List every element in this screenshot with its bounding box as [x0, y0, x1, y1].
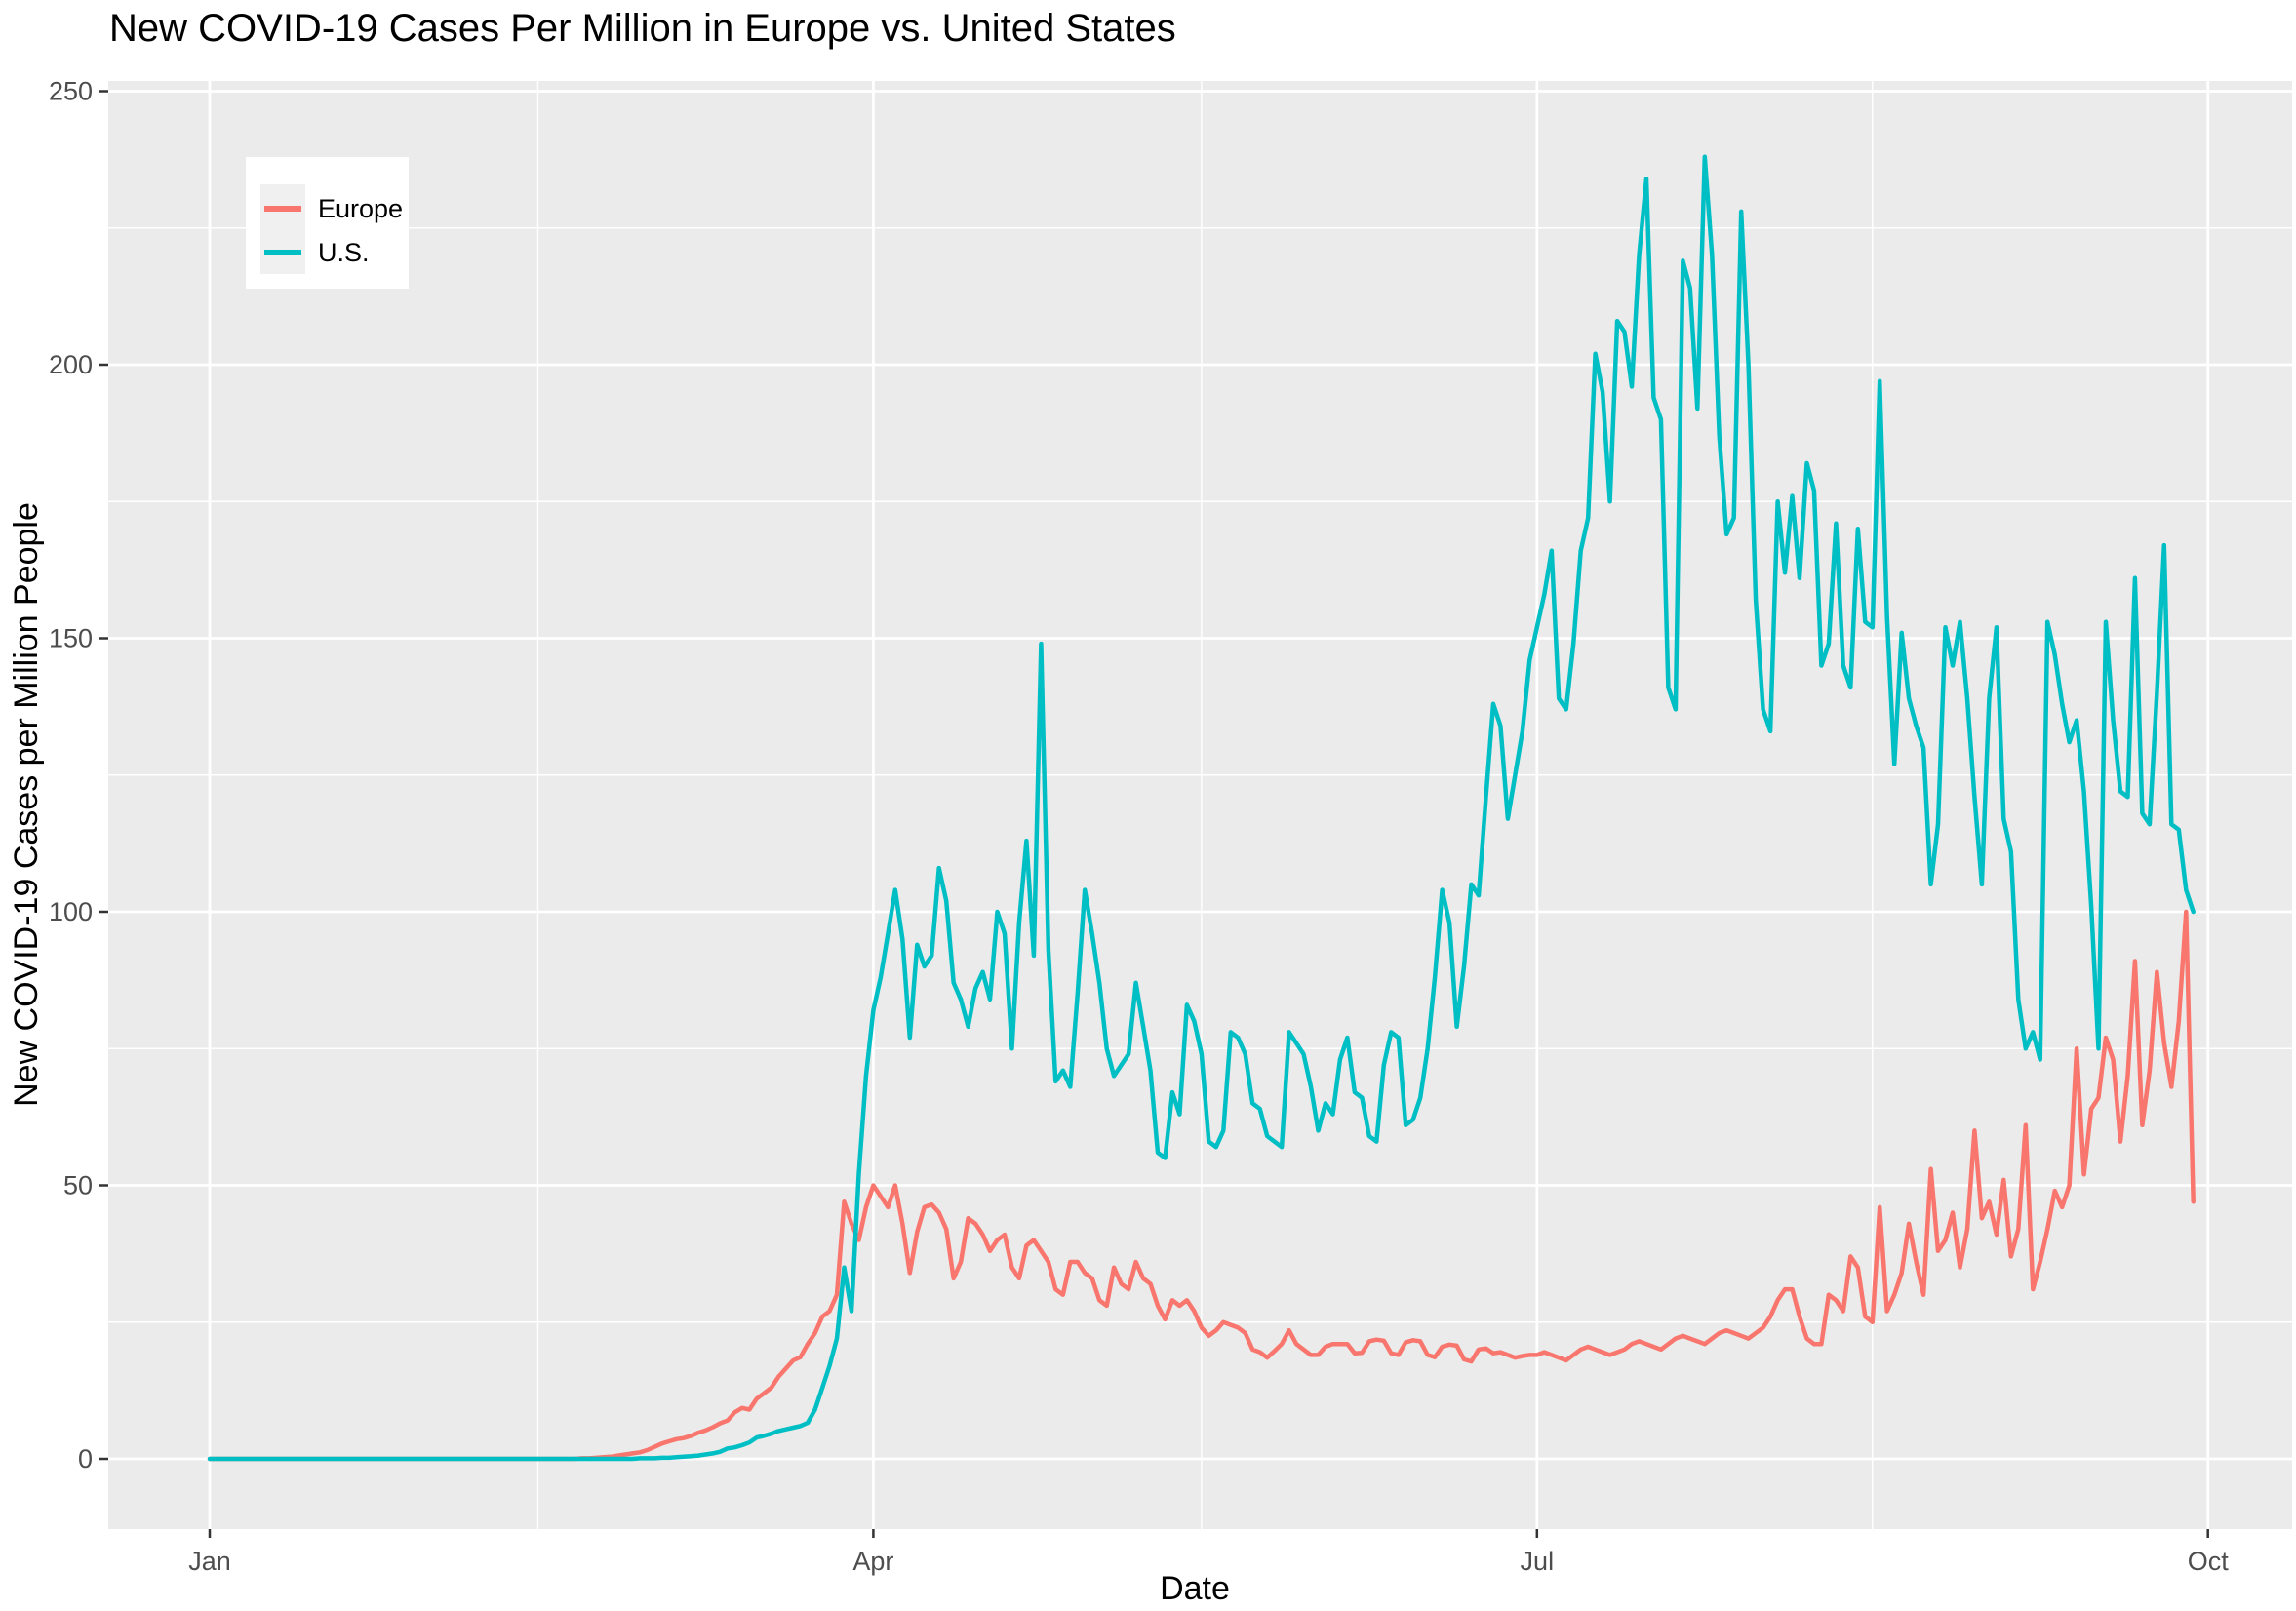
axis-tick-labels: 0 50 100 150 200 250 Jan Apr Jul Oct: [49, 77, 2229, 1577]
legend-label-europe: Europe: [318, 194, 403, 223]
y-tick-label: 150: [49, 624, 93, 653]
y-tick-label: 0: [78, 1444, 93, 1473]
y-tick-label: 250: [49, 77, 93, 106]
axis-tick-marks: [99, 90, 2209, 1538]
us-line: [207, 154, 2196, 1462]
y-axis-title: New COVID-19 Cases per Million People: [8, 502, 45, 1107]
x-axis-title: Date: [1160, 1570, 1230, 1607]
y-tick-label: 200: [49, 350, 93, 379]
y-tick-label: 100: [49, 897, 93, 926]
y-tick-label: 50: [63, 1171, 93, 1200]
x-tick-label: Jul: [1521, 1547, 1555, 1576]
x-tick-label: Apr: [852, 1547, 893, 1576]
plot-panel: [108, 81, 2292, 1529]
legend-label-us: U.S.: [318, 238, 370, 267]
legend: Europe U.S.: [246, 157, 409, 289]
chart-title: New COVID-19 Cases Per Million in Europe…: [109, 7, 1176, 50]
x-tick-label: Jan: [188, 1547, 231, 1576]
data-series: [207, 154, 2196, 1462]
minor-gridlines: [108, 81, 2292, 1529]
legend-key-background: [260, 184, 305, 274]
x-tick-label: Oct: [2188, 1547, 2230, 1576]
